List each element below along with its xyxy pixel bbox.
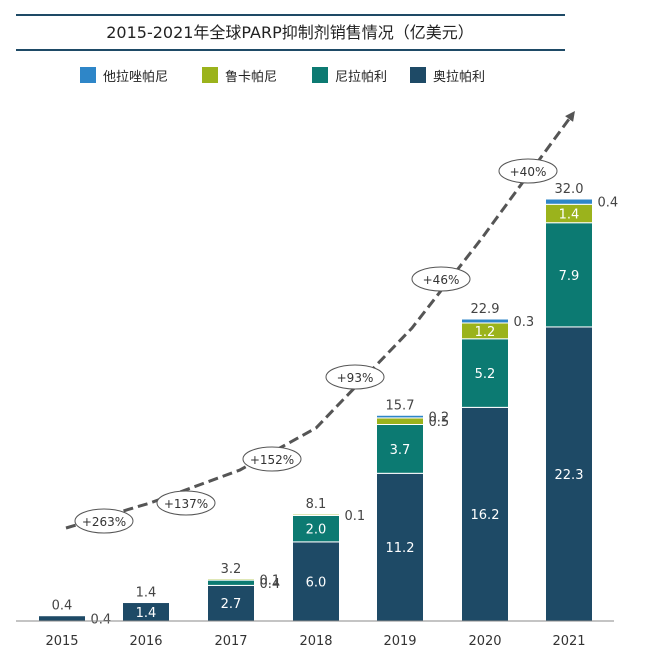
- x-tick-label: 2021: [552, 634, 585, 649]
- legend-label: 尼拉帕利: [335, 70, 387, 85]
- segment-label: 1.4: [559, 208, 580, 223]
- x-tick-label: 2018: [299, 634, 332, 649]
- x-tick-label: 2016: [129, 634, 162, 649]
- total-label: 1.4: [136, 586, 157, 601]
- growth-bubble: [325, 364, 385, 390]
- x-axis: 2015 2016 2017 2018 2019 2020 2021: [16, 620, 614, 649]
- bar-segment: [545, 222, 593, 328]
- bar-segment: [461, 406, 509, 622]
- legend-label: 鲁卡帕尼: [225, 70, 277, 85]
- growth-bubble: [74, 508, 134, 534]
- bar-area: 0.40.4 1.41.42.70.40.13.26.02.00.18.111.2…: [38, 182, 619, 627]
- total-label: 22.9: [471, 302, 500, 317]
- legend-swatch: [312, 67, 328, 83]
- bar-segment: [461, 338, 509, 408]
- bar-segment: [207, 584, 255, 622]
- legend-label: 他拉唑帕尼: [103, 69, 168, 85]
- segment-label-outside: 0.2: [429, 411, 450, 426]
- segment-label-outside: 0.1: [260, 573, 281, 588]
- bar-segment: [376, 417, 424, 426]
- growth-arrow: [65, 110, 575, 530]
- growth-bubble: [156, 490, 216, 516]
- segment-label: 11.2: [386, 541, 415, 556]
- bar-segment: [207, 578, 255, 581]
- bar-segment: [292, 513, 340, 517]
- bar-segment: [545, 198, 593, 205]
- total-label: 3.2: [221, 562, 242, 577]
- segment-label: 1.2: [475, 325, 496, 340]
- total-label: 32.0: [555, 182, 584, 197]
- growth-label: +40%: [510, 165, 547, 179]
- total-label: 8.1: [306, 497, 327, 512]
- growth-label: +46%: [423, 273, 460, 287]
- bar-segment: [461, 318, 509, 324]
- segment-label: 16.2: [471, 508, 500, 523]
- total-label: 15.7: [386, 398, 415, 413]
- bar-segment: [38, 615, 86, 622]
- growth-label: +263%: [82, 515, 126, 529]
- bar-segment: [376, 424, 424, 474]
- x-tick-label: 2020: [468, 634, 501, 649]
- bar-segment: [292, 515, 340, 543]
- segment-label-outside: 0.3: [514, 315, 535, 330]
- growth-label: +152%: [250, 453, 294, 467]
- x-tick-label: 2019: [383, 634, 416, 649]
- legend-swatch: [80, 67, 96, 83]
- legend-swatch: [410, 67, 426, 83]
- segment-label: 3.7: [390, 443, 411, 458]
- legend-swatch: [202, 67, 218, 83]
- x-tick-label: 2017: [214, 634, 247, 649]
- segment-label: 22.3: [555, 468, 584, 483]
- total-label: 0.4: [52, 599, 73, 614]
- growth-trend: +263% +137% +152% +93% +46% +40%: [65, 110, 575, 534]
- bar-segment: [207, 579, 255, 586]
- segment-label: 5.2: [475, 367, 496, 382]
- growth-label: +93%: [337, 371, 374, 385]
- segment-label-outside: 0.4: [91, 612, 112, 627]
- legend: 他拉唑帕尼 鲁卡帕尼 尼拉帕利 奥拉帕利: [80, 67, 485, 85]
- growth-bubble: [242, 446, 302, 472]
- bar-segment: [292, 541, 340, 622]
- segment-label: 2.0: [306, 523, 327, 538]
- segment-label: 7.9: [559, 269, 580, 284]
- segment-label-outside: 0.4: [260, 577, 281, 592]
- growth-label: +137%: [164, 497, 208, 511]
- x-tick-label: 2015: [45, 634, 78, 649]
- chart-title: 2015-2021年全球PARP抑制剂销售情况（亿美元）: [106, 23, 474, 42]
- bar-segment: [376, 472, 424, 622]
- legend-label: 奥拉帕利: [433, 70, 485, 85]
- segment-label-outside: 0.1: [345, 509, 366, 524]
- growth-bubble: [411, 266, 471, 292]
- segment-label-outside: 0.5: [429, 415, 450, 430]
- segment-label: 6.0: [306, 575, 327, 590]
- segment-label: 2.7: [221, 597, 242, 612]
- segment-label-outside: 0.4: [598, 196, 619, 211]
- bar-segment: [376, 414, 424, 419]
- segment-label: 1.4: [136, 606, 157, 621]
- growth-bubble: [498, 158, 558, 184]
